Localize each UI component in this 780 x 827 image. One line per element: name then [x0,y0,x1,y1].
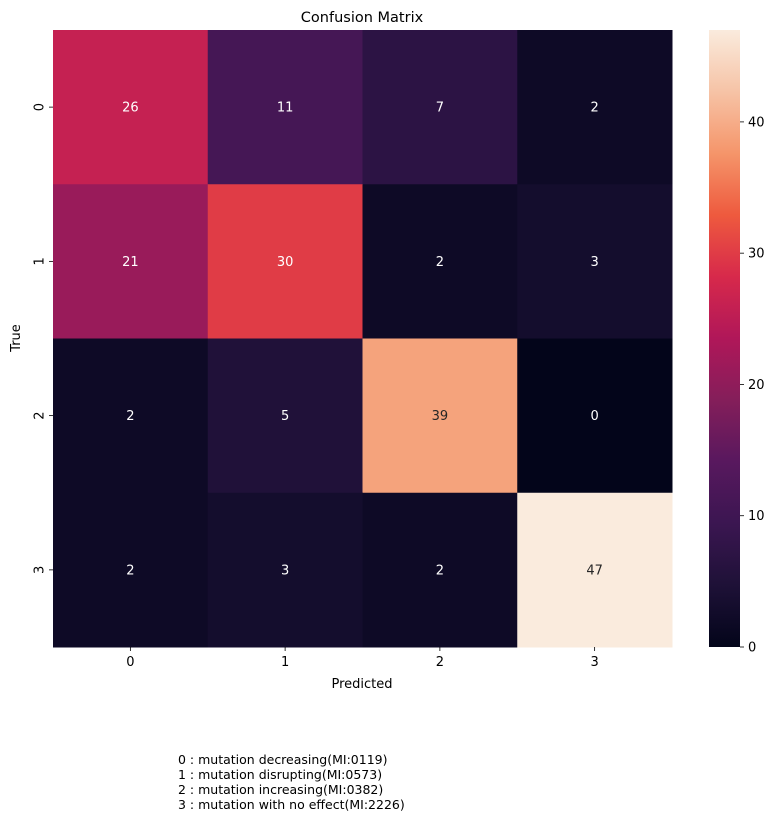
x-tick-label: 1 [281,655,289,670]
cell-value-label: 30 [277,255,294,270]
confusion-matrix-chart: Confusion Matrix 26 11 7 221 30 2 32 5 39 02 3 2 47 … [9,10,765,692]
x-tick-label: 2 [436,655,444,670]
heatmap-cell [362,184,518,339]
y-tick-label: 1 [33,257,48,265]
y-tick-label: 2 [33,411,48,419]
cell-value-label: 3 [281,563,289,578]
heatmap-cell [53,30,209,185]
colorbar-tick-label: 20 [748,378,765,393]
heatmap-cell [207,492,363,648]
cell-value-label: 11 [277,101,294,116]
cell-value-label: 2 [126,409,134,424]
heatmap-cell [207,184,363,339]
heatmap-cell [207,338,363,494]
chart-title: Confusion Matrix [301,10,424,26]
class-note: 0 : mutation decreasing(MI:0119) [178,752,388,767]
cell-value-label: 21 [122,255,139,270]
colorbar-tick-label: 40 [748,115,765,130]
cell-value-label: 47 [586,563,603,578]
cell-value-label: 3 [590,255,598,270]
heatmap-cell [362,30,518,185]
heatmap-cell [362,338,518,494]
class-note: 3 : mutation with no effect(MI:2226) [178,797,405,812]
heatmap-cell [517,30,673,185]
class-note: 2 : mutation increasing(MI:0382) [178,782,384,797]
cell-value-label: 2 [126,563,134,578]
x-axis-label: Predicted [331,677,392,692]
y-tick-label: 0 [33,103,48,111]
heatmap-cell [53,338,209,494]
heatmap-cell [207,30,363,185]
cell-value-label: 26 [122,101,139,116]
colorbar-ticks: 0 10 20 30 40 [740,115,765,656]
y-axis-ticks: 0 1 2 3 [33,103,53,574]
class-note: 1 : mutation disrupting(MI:0573) [178,767,383,782]
heatmap-cell [362,492,518,648]
colorbar-tick-label: 30 [748,247,765,262]
colorbar [709,30,740,647]
cell-value-label: 2 [436,563,444,578]
heatmap-cells: 26 11 7 2 21 30 2 3 2 5 39 0 2 3 2 47 [53,30,673,648]
y-axis-label: True [9,324,24,353]
cell-value-label: 0 [590,409,598,424]
x-tick-label: 0 [126,655,134,670]
heatmap-cell [517,338,673,494]
cell-value-label: 39 [432,409,449,424]
cell-value-label: 2 [590,101,598,116]
x-tick-label: 3 [590,655,598,670]
x-axis-ticks: 0 1 2 3 [126,647,599,670]
colorbar-tick-label: 0 [748,641,756,656]
heatmap-cell [53,492,209,648]
heatmap-cell [517,492,673,648]
cell-value-label: 7 [436,101,444,116]
colorbar-tick-label: 10 [748,509,765,524]
cell-value-label: 2 [436,255,444,270]
class-legend-notes: 0 : mutation decreasing(MI:0119) 1 : mut… [178,752,405,812]
heatmap-cell [517,184,673,339]
y-tick-label: 3 [33,566,48,574]
heatmap-cell [53,184,209,339]
cell-value-label: 5 [281,409,289,424]
